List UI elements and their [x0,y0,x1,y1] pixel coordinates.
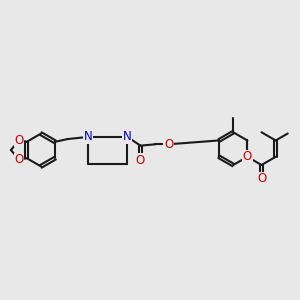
Text: O: O [164,138,173,151]
Text: O: O [14,134,24,147]
Text: N: N [84,130,92,143]
Text: O: O [14,153,24,166]
Text: O: O [257,172,266,185]
Text: O: O [243,150,252,163]
Text: O: O [136,154,145,167]
Text: N: N [123,130,132,143]
